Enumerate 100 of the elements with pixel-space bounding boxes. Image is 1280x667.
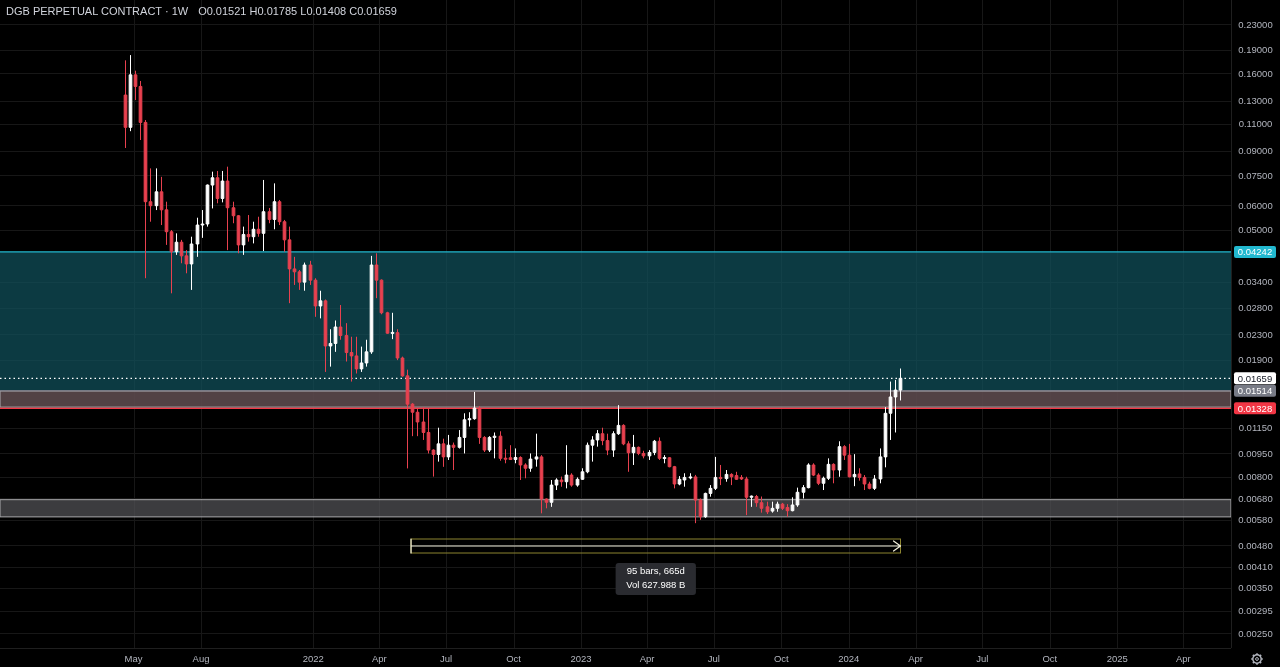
candlestick [272,182,277,230]
chart-subtitle: O0.01521 H0.01785 L0.01408 C0.01659 [198,4,397,18]
candlestick [195,217,200,258]
candlestick [344,322,349,363]
candlestick [795,487,800,508]
candlestick [308,260,313,286]
candlestick [554,477,559,491]
candlestick [647,449,652,461]
candlestick [462,412,467,454]
candlestick [893,379,898,433]
x-tick-label: Oct [773,653,790,665]
candlestick [302,262,307,292]
candlestick [359,346,364,373]
candlestick [595,429,600,448]
x-tick-label: Jul [707,653,720,665]
y-tick-label: 0.09000 [1238,144,1273,156]
x-tick-label: 2022 [302,653,324,665]
candlestick [724,469,729,483]
candlestick [831,462,836,484]
x-tick-label: Oct [1042,653,1058,665]
y-tick-label: 0.01150 [1238,422,1273,434]
candlestick [138,80,143,141]
candlestick [528,452,533,473]
candlestick [544,497,549,509]
candlestick [754,494,759,508]
candlestick [816,472,821,486]
candlestick [189,236,194,291]
annotation: Vol 627.988 B [626,579,686,590]
candlestick [349,336,354,383]
candlestick [251,221,256,244]
y-tick-label: 0.00800 [1238,470,1273,482]
candlestick [729,472,734,486]
y-tick-label: 0.00950 [1238,447,1273,459]
x-tick-label: Apr [1175,653,1191,665]
candlestick [123,59,128,149]
candlestick [580,467,585,481]
candlestick [611,430,616,458]
candlestick [826,457,831,481]
candlestick [682,472,687,488]
ref-line-label: 0.01659 [1237,372,1273,384]
candlestick [261,179,266,252]
candlestick [523,462,528,479]
candlestick [590,435,595,463]
y-tick-label: 0.11000 [1238,117,1273,129]
candlestick [872,474,877,491]
candlestick [713,456,718,491]
candlestick [200,209,205,239]
candlestick [508,444,513,461]
candlestick [225,166,230,251]
candlestick [323,298,328,373]
candlestick [867,481,872,490]
candlestick [472,391,477,421]
y-tick-label: 0.13000 [1238,95,1273,107]
candlestick [852,453,857,487]
candlestick [446,434,451,461]
candlestick [143,119,148,279]
x-tick-label: Jul [439,653,453,665]
y-tick-label: 0.03400 [1238,276,1273,288]
candlestick [616,404,621,436]
x-tick-label: 2024 [838,653,860,665]
candlestick [231,201,236,224]
candlestick [718,464,723,486]
candlestick [328,328,333,368]
candlestick [282,219,287,253]
candlestick [534,433,539,468]
candlestick [256,216,261,238]
candlestick [821,476,826,491]
candlestick [292,256,297,286]
y-tick-label: 0.23000 [1238,18,1273,30]
candlestick [159,176,164,226]
ref-line-label: 0.04242 [1237,246,1273,258]
candlestick [338,304,343,341]
candlestick [431,448,436,478]
candlestick [451,442,456,471]
candlestick [569,472,574,488]
candlestick [169,229,174,294]
candlestick [759,496,764,514]
candlestick [811,462,816,477]
y-tick-label: 0.02800 [1238,302,1273,314]
candlestick [801,484,806,499]
candlestick [513,447,518,464]
x-tick-label: Apr [371,653,387,665]
candlestick [888,381,893,441]
candlestick [749,495,754,508]
y-tick-label: 0.00295 [1238,605,1273,617]
candlestick [677,475,682,486]
candlestick [662,454,667,464]
candlestick [842,444,847,461]
candlestick [780,502,785,511]
candlestick [364,339,369,368]
candlestick [857,467,862,482]
candlestick [770,501,775,514]
y-tick-label: 0.00250 [1238,627,1273,639]
x-tick-label: 2025 [1106,653,1128,665]
x-tick-label: Apr [639,653,655,665]
candlestick [297,269,302,291]
y-tick-label: 0.06000 [1238,199,1273,211]
candlestick [739,474,744,481]
y-tick-label: 0.00350 [1238,582,1273,594]
x-tick-label: Jul [976,653,989,665]
